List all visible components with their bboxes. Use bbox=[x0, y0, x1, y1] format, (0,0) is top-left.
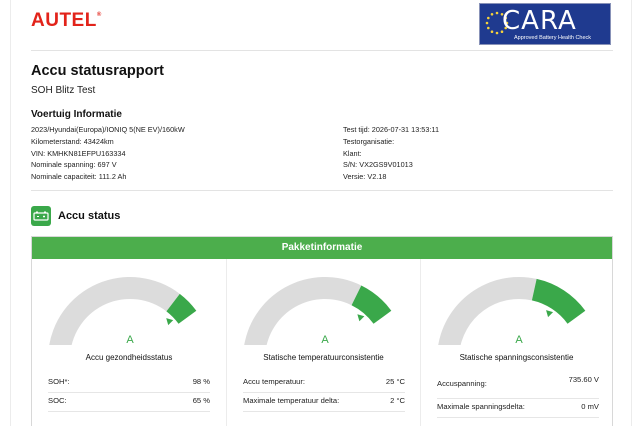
test-time: Test tijd: 2026-07-31 13:53:11 bbox=[343, 125, 440, 134]
gauge-pointer-icon bbox=[166, 318, 174, 326]
vehicle-mileage: Kilometerstand: 43424km bbox=[31, 136, 114, 146]
battery-status-icon bbox=[31, 206, 51, 226]
max-temperature-delta-row: Maximale temperatuur delta: 2 °C bbox=[243, 396, 405, 412]
battery-voltage-row: Accuspanning: 735.60 V bbox=[437, 375, 599, 399]
report-page: AUTEL® CARA Approved Battery Health Chec… bbox=[10, 0, 632, 426]
pack-info-header: Pakketinformatie bbox=[32, 237, 612, 259]
gauge-track bbox=[49, 277, 180, 345]
eu-stars-icon bbox=[485, 11, 509, 35]
vehicle-info-left: 2023/Hyundai(Europa)/IONIQ 5(NE EV)/160k… bbox=[31, 124, 185, 183]
software-version: Versie: V2.18 bbox=[343, 172, 387, 182]
voltage-column: A Statische spanningsconsistentie Accusp… bbox=[420, 259, 612, 426]
cara-tagline: Approved Battery Health Check bbox=[514, 35, 592, 41]
customer: Klant: bbox=[343, 148, 362, 158]
gauge-grade: A bbox=[126, 334, 134, 345]
vehicle-nominal-voltage: Nominale spanning: 697 V bbox=[31, 160, 117, 170]
battery-temperature-row: Accu temperatuur: 25 °C bbox=[243, 377, 405, 393]
vehicle-nominal-capacity: Nominale capaciteit: 111.2 Ah bbox=[31, 172, 127, 182]
soc-row: SOC: 65 % bbox=[48, 396, 210, 412]
vehicle-model: 2023/Hyundai(Europa)/IONIQ 5(NE EV)/160k… bbox=[31, 125, 185, 134]
voltage-title: Statische spanningsconsistentie bbox=[459, 353, 574, 362]
vehicle-info-heading: Voertuig Informatie bbox=[31, 109, 122, 120]
gauge-grade: A bbox=[321, 334, 329, 345]
report-header: AUTEL® CARA Approved Battery Health Chec… bbox=[11, 0, 633, 50]
divider bbox=[31, 190, 613, 191]
soh-column: A Accu gezondheidsstatus SOH*: 98 % SOC: 6… bbox=[32, 259, 226, 426]
soh-row: SOH*: 98 % bbox=[48, 377, 210, 393]
report-title: Accu statusrapport bbox=[31, 63, 164, 79]
vehicle-vin: VIN: KMHKN81EFPU163334 bbox=[31, 148, 126, 158]
voltage-gauge: A bbox=[438, 277, 586, 345]
temperature-column: A Statische temperatuurconsistentie Accu… bbox=[226, 259, 420, 426]
test-organisation: Testorganisatie: bbox=[343, 136, 395, 146]
gauge-grade: A bbox=[515, 334, 523, 345]
serial-number: S/N: VX2GS9V01013 bbox=[343, 160, 413, 170]
pack-info-panel: Pakketinformatie A Accu gezondheidsstatu… bbox=[31, 236, 613, 426]
temperature-gauge: A bbox=[244, 277, 392, 345]
divider bbox=[31, 50, 613, 51]
gauge-track bbox=[438, 277, 537, 345]
gauge-fill bbox=[351, 285, 392, 324]
max-voltage-delta-row: Maximale spanningsdelta: 0 mV bbox=[437, 402, 599, 418]
autel-logo: AUTEL® bbox=[31, 10, 102, 31]
battery-status-heading: Accu status bbox=[58, 210, 121, 222]
report-subtitle: SOH Blitz Test bbox=[31, 85, 96, 96]
gauge-pointer-icon bbox=[357, 314, 365, 322]
vehicle-info-right: Test tijd: 2026-07-31 13:53:11 Testorgan… bbox=[343, 124, 439, 183]
soh-gauge: A bbox=[49, 277, 197, 345]
gauge-fill bbox=[531, 278, 586, 324]
gauge-track bbox=[244, 277, 362, 345]
cara-logo: CARA Approved Battery Health Check bbox=[479, 3, 611, 45]
soh-title: Accu gezondheidsstatus bbox=[85, 353, 173, 362]
temperature-title: Statische temperatuurconsistentie bbox=[263, 353, 384, 362]
gauge-pointer-icon bbox=[546, 310, 554, 318]
gauge-fill bbox=[166, 293, 197, 324]
cara-wordmark: CARA bbox=[502, 6, 577, 36]
